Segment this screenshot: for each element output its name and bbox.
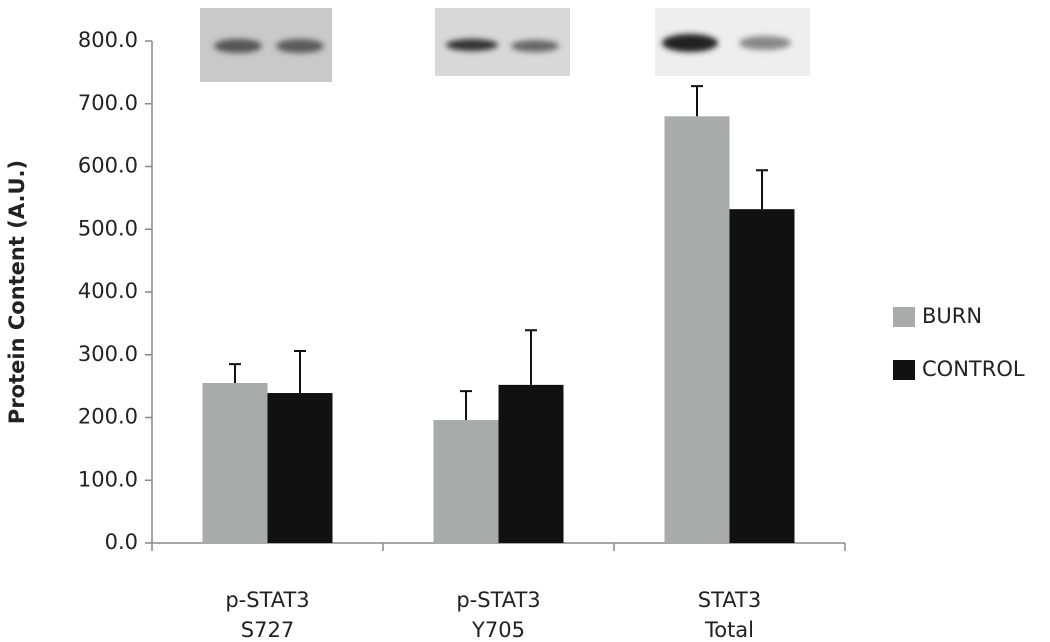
band	[276, 39, 324, 53]
y-tick-label: 0.0	[105, 530, 138, 554]
y-tick-label: 200.0	[78, 405, 138, 429]
y-axis-label: Protein Content (A.U.)	[5, 160, 29, 424]
y-tick-label: 500.0	[78, 216, 138, 240]
bar	[729, 209, 795, 544]
bar	[498, 384, 564, 543]
x-tick-label: STAT3	[698, 588, 761, 612]
band	[446, 39, 498, 51]
error-bar	[525, 329, 537, 385]
bar	[267, 393, 333, 543]
legend-label: BURN	[922, 304, 982, 328]
x-tick-label: p-STAT3	[456, 588, 540, 612]
band	[739, 36, 791, 50]
x-tick-label: Total	[704, 618, 754, 642]
band	[214, 39, 262, 53]
error-bar	[294, 349, 306, 394]
band	[511, 40, 559, 52]
band	[662, 34, 718, 52]
y-tick-label: 600.0	[78, 154, 138, 178]
bar	[433, 420, 499, 543]
bar	[202, 382, 268, 543]
error-bar	[756, 169, 768, 210]
error-bar	[460, 390, 472, 421]
legend-swatch	[893, 360, 915, 380]
y-tick-label: 700.0	[78, 91, 138, 115]
x-tick-label: p-STAT3	[225, 588, 309, 612]
y-tick-label: 800.0	[78, 28, 138, 52]
error-bar	[229, 363, 241, 383]
y-tick-label: 300.0	[78, 342, 138, 366]
blot-images	[200, 8, 810, 82]
y-tick-label: 400.0	[78, 279, 138, 303]
bar	[664, 116, 730, 544]
y-tick-label: 100.0	[78, 467, 138, 491]
error-bar	[691, 85, 703, 117]
x-tick-label: Y705	[471, 618, 525, 642]
x-tick-label: S727	[241, 618, 294, 642]
legend-swatch	[893, 307, 915, 327]
legend-label: CONTROL	[922, 357, 1025, 381]
